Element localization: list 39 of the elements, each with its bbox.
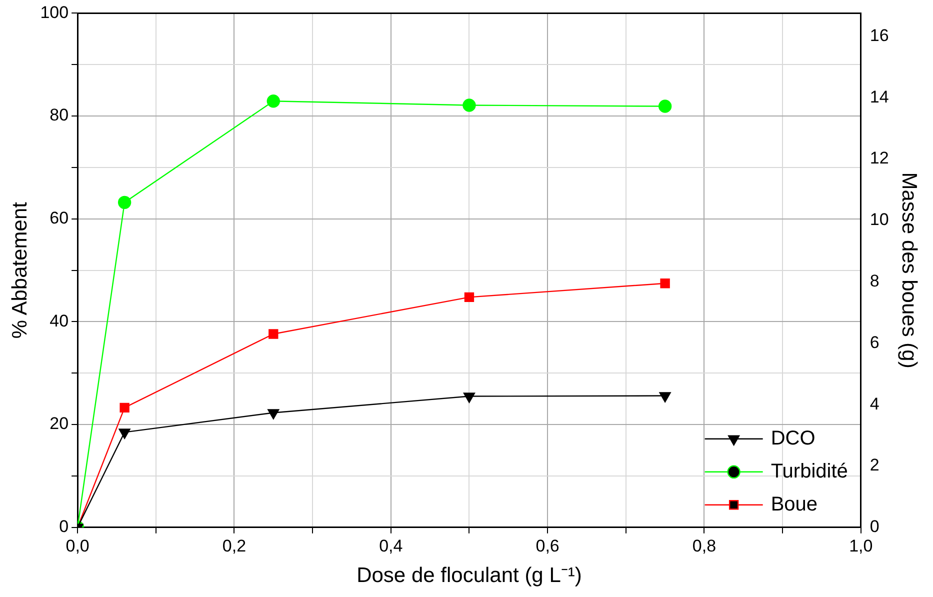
- point: [118, 428, 130, 439]
- y2-tick-label: 8: [870, 272, 880, 290]
- y2-axis-title: Masse des boues (g): [898, 172, 921, 368]
- y2-tick-label: 6: [870, 332, 880, 352]
- y2-tick-label: 12: [870, 148, 889, 168]
- y-tick-label: 100: [40, 2, 69, 22]
- x-axis-title: Dose de floculant (g L⁻¹): [356, 564, 582, 588]
- point: [462, 98, 476, 112]
- x-tick-label: 0,0: [66, 536, 90, 556]
- y2-tick-label: 10: [870, 210, 889, 230]
- x-tick-label: 0,2: [222, 536, 246, 556]
- point: [120, 402, 130, 413]
- point: [268, 409, 280, 420]
- x-tick-label: 0,4: [379, 536, 403, 556]
- y2-tick-label: 2: [870, 456, 880, 475]
- y-tick-label: 60: [50, 208, 69, 228]
- point: [660, 278, 670, 288]
- x-tick-label: 0,8: [692, 536, 716, 556]
- point: [463, 392, 476, 403]
- point: [266, 94, 280, 108]
- y2-tick-label: 0: [870, 517, 880, 536]
- y2-tick-label: 4: [870, 394, 880, 414]
- point: [268, 329, 278, 339]
- y-tick-label: 20: [50, 414, 69, 434]
- x-tick-label: 1,0: [849, 536, 873, 556]
- legend-label: Boue: [770, 493, 818, 516]
- y-axis-title: % Abbatement: [8, 202, 32, 339]
- legend-label: DCO: [770, 427, 816, 450]
- y-tick-label: 0: [59, 517, 69, 536]
- y-tick-label: 40: [50, 311, 69, 330]
- point: [464, 292, 474, 302]
- point: [118, 196, 132, 210]
- x-tick-label: 0,6: [536, 536, 560, 556]
- point: [659, 392, 671, 402]
- y2-tick-label: 14: [870, 87, 889, 106]
- point: [658, 100, 672, 113]
- y-tick-label: 80: [50, 106, 69, 125]
- y2-tick-label: 16: [870, 26, 889, 45]
- legend-label: Turbidité: [770, 460, 848, 482]
